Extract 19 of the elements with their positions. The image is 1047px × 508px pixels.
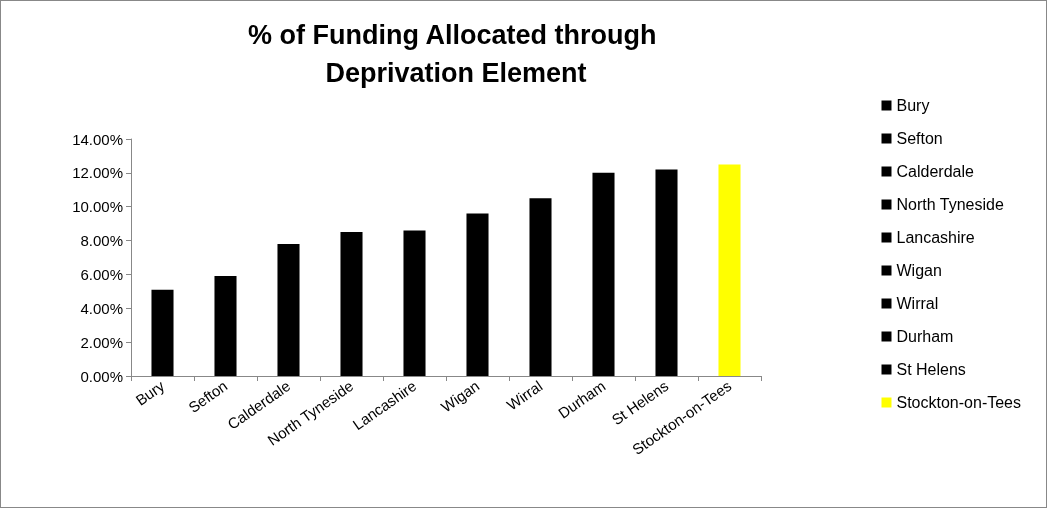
legend-label: Calderdale bbox=[896, 163, 974, 180]
legend-label: St Helens bbox=[896, 361, 966, 378]
y-tick-label: 4.00% bbox=[80, 299, 123, 317]
y-tick-label: 2.00% bbox=[80, 333, 123, 351]
x-tick-label: Bury bbox=[132, 376, 168, 409]
legend-label: Bury bbox=[896, 97, 930, 114]
legend-label: Wirral bbox=[896, 295, 939, 312]
legend-label: North Tyneside bbox=[896, 196, 1004, 213]
legend-label: Wigan bbox=[896, 262, 942, 279]
y-tick-label: 14.00% bbox=[72, 130, 123, 148]
legend-label: Durham bbox=[896, 328, 954, 345]
y-tick-label: 12.00% bbox=[72, 164, 123, 182]
legend-label: Sefton bbox=[896, 130, 943, 147]
y-tick-label: 8.00% bbox=[80, 232, 123, 250]
legend-label: Lancashire bbox=[896, 229, 975, 246]
y-tick-label: 0.00% bbox=[80, 367, 123, 385]
chart-title: % of Funding Allocated through Deprivation Element bbox=[248, 20, 664, 88]
y-tick-label: 6.00% bbox=[80, 265, 123, 283]
y-tick-label: 10.00% bbox=[72, 198, 123, 216]
